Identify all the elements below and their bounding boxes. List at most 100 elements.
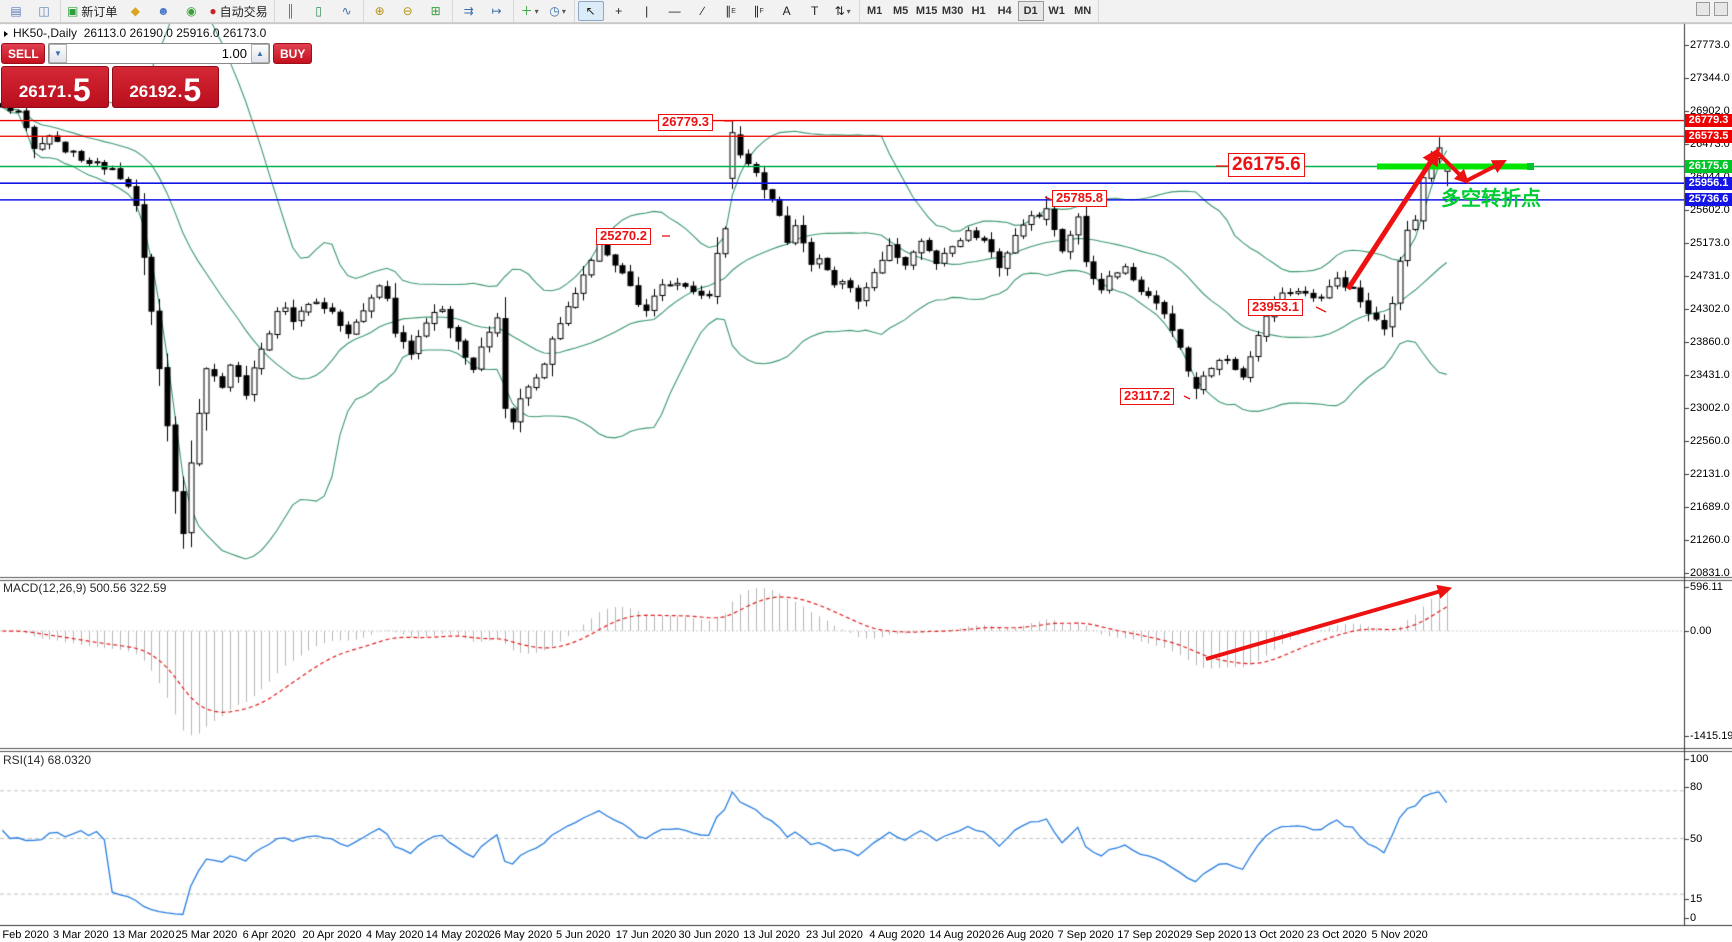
- time-axis-label: 26 May 2020: [488, 929, 553, 941]
- price-axis-tick: 26902.0: [1690, 105, 1730, 117]
- volume-increase-button[interactable]: ▲: [251, 44, 269, 63]
- window-tools: ▤ ◫: [0, 0, 61, 22]
- insert-tools: ＋ ▾ ◷ ▾: [514, 0, 575, 22]
- time-axis-label: 29 Sep 2020: [1179, 929, 1243, 941]
- rsi-axis-label: 100: [1690, 753, 1709, 765]
- buy-price-display[interactable]: 26192. 5: [111, 66, 219, 108]
- price-axis-tick: 24302.0: [1690, 303, 1730, 315]
- rsi-axis-label: 15: [1690, 893, 1703, 905]
- auto-scroll-icon[interactable]: ⇉: [463, 4, 474, 18]
- line-chart-icon[interactable]: ∿: [341, 4, 352, 18]
- volume-decrease-button[interactable]: ▼: [49, 44, 67, 63]
- news-icon[interactable]: ◉: [186, 4, 197, 18]
- rsi-axis-label: 0: [1690, 912, 1697, 924]
- buy-price-frac: 5: [183, 72, 202, 108]
- text-label-icon[interactable]: T: [810, 4, 819, 18]
- time-axis-label: 25 Mar 2020: [175, 929, 238, 941]
- tile-windows-icon[interactable]: ⊞: [430, 4, 441, 18]
- time-axis-label: 23 Oct 2020: [1306, 929, 1367, 941]
- cursor-icon[interactable]: ↖: [577, 1, 604, 21]
- sell-price-display[interactable]: 26171. 5: [1, 66, 109, 108]
- new-order-button[interactable]: ▣ 新订单: [67, 4, 118, 19]
- price-axis-tick: 25602.0: [1690, 204, 1730, 216]
- label-23953-1[interactable]: 23953.1: [1248, 299, 1303, 316]
- line-selection-handle[interactable]: [1527, 163, 1534, 170]
- time-axis-label: 17 Jun 2020: [615, 929, 677, 941]
- horizontal-line-icon[interactable]: —: [668, 4, 681, 18]
- time-axis-label: 13 Mar 2020: [112, 929, 175, 941]
- arrows-tool-icon[interactable]: ⇅ ▾: [834, 4, 851, 18]
- zoom-tools: ⊕ ⊖ ⊞: [364, 0, 453, 22]
- fibonacci-retracement-icon[interactable]: ∥ F: [753, 4, 764, 18]
- time-axis-label: 14 May 2020: [425, 929, 490, 941]
- expert-advisors-icon[interactable]: ◆: [130, 4, 140, 18]
- timeframe-h4[interactable]: H4: [997, 5, 1012, 17]
- time-axis-label: 17 Sep 2020: [1117, 929, 1180, 941]
- data-window-icon[interactable]: ◫: [38, 4, 50, 18]
- timeframe-m1[interactable]: M1: [866, 5, 883, 17]
- one-click-trading-panel: SELL ▼ ▲ BUY 26171.5 26192.5: [1, 43, 313, 108]
- volume-input[interactable]: [67, 44, 251, 63]
- macd-axis-label: 596.11: [1690, 581, 1723, 593]
- time-axis-label: 7 Sep 2020: [1057, 929, 1114, 941]
- time-axis-label: 4 Aug 2020: [869, 929, 926, 941]
- chart-title: HK50-,Daily 26113.0 26190.0 25916.0 2617…: [4, 26, 266, 40]
- label-25270-2[interactable]: 25270.2: [596, 228, 651, 245]
- bar-chart-icon[interactable]: ║: [286, 4, 295, 18]
- scroll-tools: ⇉ ↦: [453, 0, 514, 22]
- docking-icon[interactable]: [1696, 2, 1710, 16]
- macd-label: MACD(12,26,9) 500.56 322.59: [3, 581, 167, 595]
- zoom-in-icon[interactable]: ⊕: [374, 4, 385, 18]
- label-26779-3[interactable]: 26779.3: [658, 114, 713, 131]
- turning-point-note[interactable]: 多空转折点: [1441, 188, 1541, 210]
- timeframe-w1[interactable]: W1: [1048, 5, 1065, 17]
- candlestick-chart-icon[interactable]: ▯: [315, 4, 322, 18]
- price-axis-badge-26779-3: 26779.3: [1685, 114, 1732, 128]
- buy-button[interactable]: BUY: [273, 43, 313, 64]
- time-axis-label: 5 Nov 2020: [1371, 929, 1428, 941]
- timeframe-group: M1 M5 M15 M30 H1 H4 D1 W1 MN: [860, 0, 1099, 22]
- crosshair-icon[interactable]: +: [615, 4, 623, 18]
- time-axis-label: 30 Jun 2020: [678, 929, 740, 941]
- label-26175-6[interactable]: 26175.6: [1228, 153, 1305, 177]
- sell-price-int: 26171: [18, 82, 67, 101]
- window-marker-icon: [4, 31, 8, 37]
- time-axis-label: 6 Apr 2020: [242, 929, 296, 941]
- auto-trading-button[interactable]: ● 自动交易: [209, 4, 268, 19]
- price-axis-tick: 24731.0: [1690, 270, 1730, 282]
- chart-shift-icon[interactable]: ↦: [491, 4, 502, 18]
- time-axis-label: 23 Jul 2020: [805, 929, 863, 941]
- sell-button[interactable]: SELL: [1, 43, 45, 64]
- rsi-axis-label: 50: [1690, 833, 1703, 845]
- timeframe-m5[interactable]: M5: [892, 5, 909, 17]
- equidistant-channel-icon[interactable]: ∥ E: [725, 4, 736, 18]
- volume-stepper: ▼ ▲: [48, 43, 270, 64]
- time-axis-label: 3 Mar 2020: [52, 929, 109, 941]
- timeframe-m30[interactable]: M30: [941, 5, 964, 17]
- label-23117-2[interactable]: 23117.2: [1120, 388, 1175, 405]
- timeframe-h1[interactable]: H1: [971, 5, 986, 17]
- price-axis-tick: 21689.0: [1690, 501, 1730, 513]
- macd-axis-label: -1415.19: [1690, 730, 1732, 742]
- time-axis-label: 13 Jul 2020: [743, 929, 801, 941]
- vertical-line-icon[interactable]: |: [645, 4, 649, 18]
- chart-window-icon[interactable]: ▤: [10, 4, 22, 18]
- text-icon[interactable]: A: [782, 4, 791, 18]
- price-axis-tick: 22131.0: [1690, 468, 1730, 480]
- timeframe-m15[interactable]: M15: [915, 5, 938, 17]
- period-button[interactable]: ◷ ▾: [549, 4, 566, 18]
- price-axis-tick: 23431.0: [1690, 369, 1730, 381]
- chart-title-text: HK50-,Daily 26113.0 26190.0 25916.0 2617…: [13, 26, 267, 40]
- market-watch-icon[interactable]: ☻: [157, 4, 170, 18]
- trendline-icon[interactable]: ∕: [701, 4, 704, 18]
- toolbar-right-icons: [1692, 2, 1728, 16]
- indicators-add-button[interactable]: ＋ ▾: [520, 4, 539, 18]
- timeframe-mn[interactable]: MN: [1074, 5, 1092, 17]
- zoom-out-icon[interactable]: ⊖: [402, 4, 413, 18]
- properties-icon[interactable]: [1714, 2, 1728, 16]
- timeframe-d1[interactable]: D1: [1017, 1, 1044, 21]
- label-25785-8[interactable]: 25785.8: [1052, 190, 1107, 207]
- macd-axis-label: 0.00: [1690, 625, 1712, 637]
- price-axis-tick: 22560.0: [1690, 435, 1730, 447]
